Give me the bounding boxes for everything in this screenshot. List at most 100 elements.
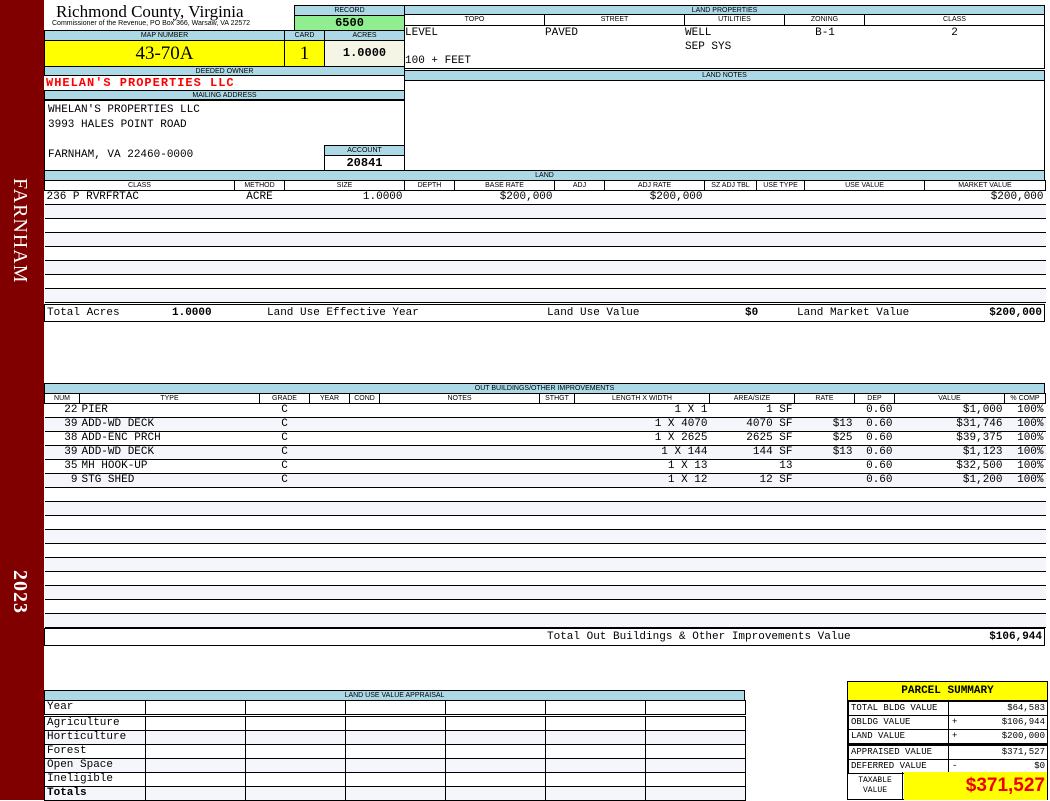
district-label: FARNHAM [9, 178, 31, 284]
outbuilding-cell [539, 543, 575, 558]
land-cell [554, 204, 605, 219]
outbuilding-cell [259, 571, 310, 586]
outbuilding-cell [539, 585, 575, 600]
land-cell [756, 190, 805, 205]
land-col-header: BASE RATE [454, 180, 555, 191]
land-col-header: MARKET VALUE [924, 180, 1046, 191]
outbuilding-cell [379, 501, 540, 516]
land-cell [284, 274, 405, 289]
outbuilding-cell: 2625 SF [709, 431, 795, 446]
land-use-cell [645, 744, 746, 759]
land-col-header: METHOD [234, 180, 285, 191]
land-use-cell [245, 772, 346, 787]
land-use-cell [545, 772, 646, 787]
outbuilding-cell [539, 473, 575, 488]
land-use-cell [445, 744, 546, 759]
parcel-summary-title: PARCEL SUMMARY [848, 682, 1047, 701]
outbuilding-cell [44, 585, 80, 600]
land-cell [234, 232, 285, 247]
land-use-cell [545, 700, 646, 716]
acres-value: 1.0000 [324, 40, 405, 67]
outbuilding-cell [349, 487, 380, 502]
outbuilding-cell: $25 [794, 431, 855, 446]
land-cell [404, 288, 455, 303]
outbuilding-cell [259, 599, 310, 614]
total-acres: 1.0000 [172, 307, 212, 319]
outbuilding-cell [44, 543, 80, 558]
land-row [44, 218, 1046, 233]
land-cell: ACRE [234, 190, 285, 205]
record-value: 6500 [294, 15, 405, 31]
land-cell [804, 260, 925, 275]
land-cell [924, 218, 1046, 233]
outbuilding-row [44, 529, 1046, 544]
outbuilding-cell [894, 599, 1005, 614]
land-cell [804, 218, 925, 233]
land-cell [234, 246, 285, 261]
outbuilding-cell [379, 571, 540, 586]
parcel-summary-table: TOTAL BLDG VALUE $64,583 OBLDG VALUE + $106,… [848, 701, 1048, 774]
outbuilding-cell [259, 515, 310, 530]
outbuilding-cell [894, 515, 1005, 530]
outbuilding-col-header: GRADE [259, 393, 310, 404]
outbuilding-cell [79, 571, 260, 586]
deeded-owner-label: DEEDED OWNER [44, 66, 405, 76]
land-use-row-label: Year [44, 700, 146, 716]
land-row [44, 274, 1046, 289]
land-cell [924, 246, 1046, 261]
land-use-row-label: Forest [44, 744, 146, 759]
outbuilding-cell [539, 571, 575, 586]
land-use-row-label: Agriculture [44, 715, 146, 731]
land-market-value: $200,000 [989, 307, 1042, 319]
outbuilding-cell [539, 459, 575, 474]
land-cell [454, 218, 555, 233]
outbuilding-cell: C [259, 431, 310, 446]
outbuilding-cell [794, 459, 855, 474]
summary-row: TOTAL BLDG VALUE $64,583 [848, 701, 1048, 716]
year-label: 2023 [9, 570, 31, 614]
land-cell [454, 246, 555, 261]
outbuilding-cell [894, 487, 1005, 502]
land-cell [756, 274, 805, 289]
land-use-row: Open Space [44, 758, 746, 773]
land-cell [804, 274, 925, 289]
outbuilding-cell [1004, 543, 1046, 558]
land-cell [234, 274, 285, 289]
outbuilding-cell: ADD-WD DECK [79, 417, 260, 432]
outbuilding-cell [379, 599, 540, 614]
outbuilding-cell [349, 431, 380, 446]
outbuilding-cell [709, 571, 795, 586]
outbuilding-cell [349, 473, 380, 488]
outbuilding-cell [44, 571, 80, 586]
outbuilding-cell [709, 515, 795, 530]
outbuilding-cell: $1,000 [894, 403, 1005, 418]
outbuilding-cell: 100% [1004, 459, 1046, 474]
outbuilding-cell [539, 515, 575, 530]
outbuilding-cell [794, 529, 855, 544]
outbuilding-row [44, 585, 1046, 600]
outbuilding-cell [794, 501, 855, 516]
land-use-cell [345, 715, 446, 731]
map-number: 43-70A [44, 40, 285, 67]
outbuilding-cell [379, 445, 540, 460]
outbuilding-cell: 144 SF [709, 445, 795, 460]
outbuilding-col-header: STHGT [539, 393, 575, 404]
land-use-cell [145, 715, 246, 731]
summary-value: $200,000 [1001, 731, 1045, 741]
outbuilding-cell [79, 557, 260, 572]
land-use-cell [645, 758, 746, 773]
land-cell [234, 288, 285, 303]
outbuilding-cell [259, 613, 310, 628]
outbuilding-col-header: NUM [44, 393, 80, 404]
land-cell [44, 288, 235, 303]
col-zoning: ZONING [785, 15, 865, 25]
outbuilding-cell [44, 529, 80, 544]
outbuilding-row [44, 515, 1046, 530]
utilities-value: WELL [685, 27, 712, 39]
land-cell [704, 232, 757, 247]
land-cell [404, 274, 455, 289]
outbuilding-cell [259, 529, 310, 544]
land-cell [804, 288, 925, 303]
land-use-cell [145, 786, 246, 801]
outbuildings-total: Total Out Buildings & Other Improvements… [44, 628, 1045, 646]
